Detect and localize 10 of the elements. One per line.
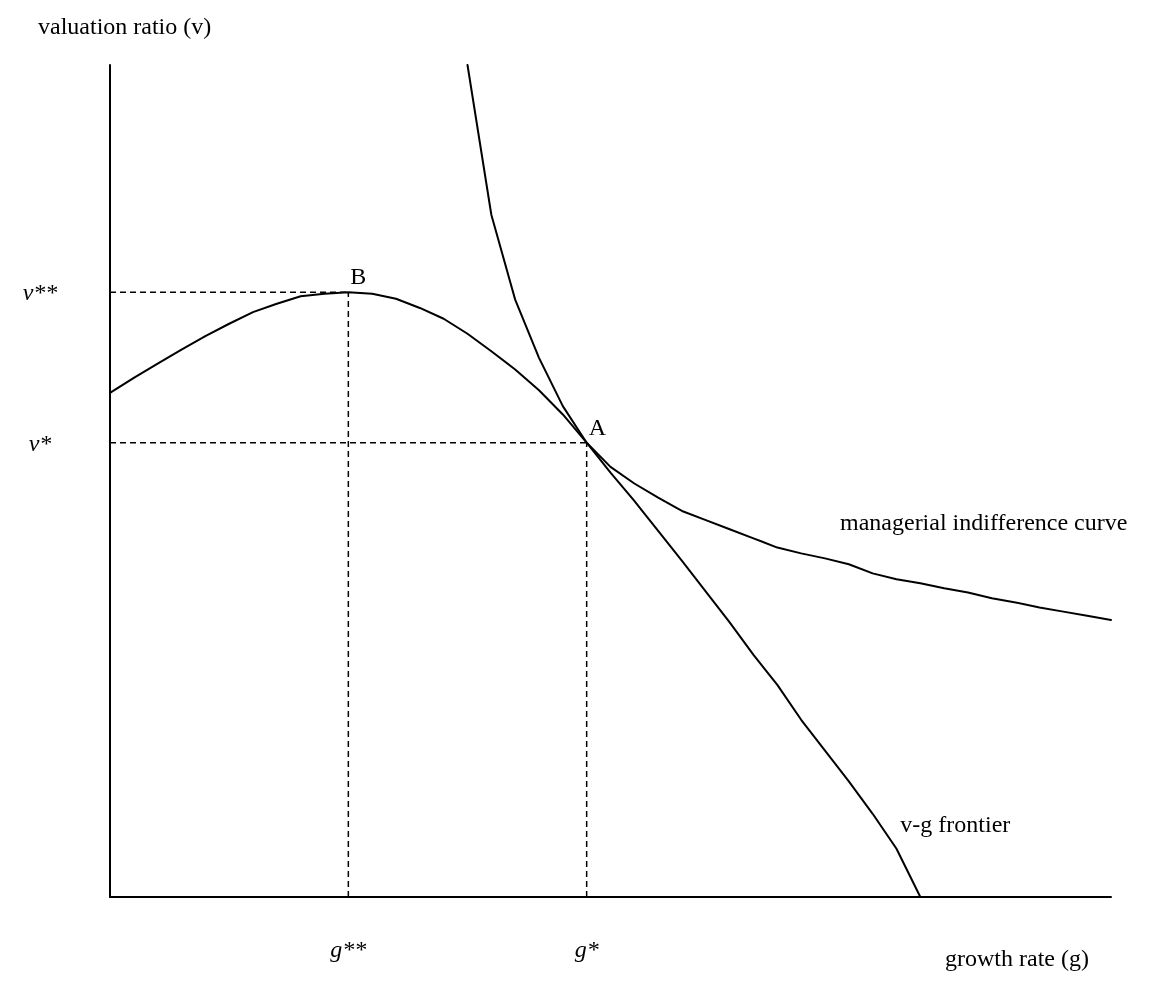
- ref-line-label: v*: [28, 429, 52, 456]
- x-tick-label: g**: [330, 936, 367, 962]
- series-label: managerial indifference curve: [840, 509, 1128, 536]
- annotation: B: [350, 263, 367, 290]
- series-label: v-g frontier: [900, 811, 1011, 837]
- x-axis-title: growth rate (g): [945, 945, 1089, 971]
- annotation: A: [588, 413, 607, 440]
- ref-line-label: v**: [22, 279, 58, 306]
- y-axis-title: valuation ratio (v): [38, 13, 212, 39]
- x-tick-label: g*: [574, 936, 599, 962]
